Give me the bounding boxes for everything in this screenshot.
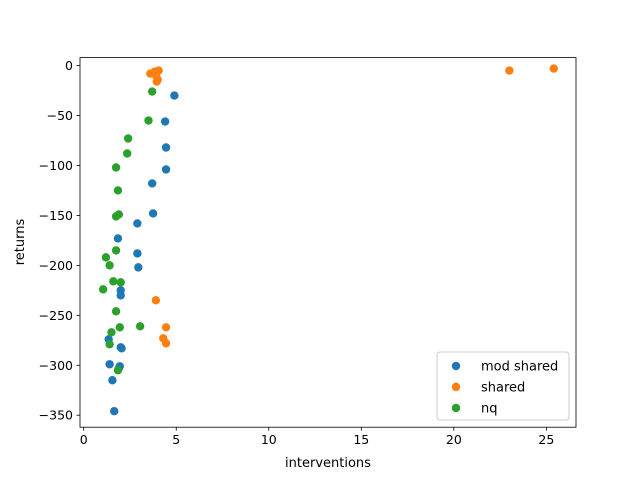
point-mod-shared xyxy=(160,117,170,126)
point-mod-shared xyxy=(161,143,171,152)
point-nq xyxy=(111,163,121,172)
x-axis-label: interventions xyxy=(285,456,371,471)
point-nq xyxy=(105,261,114,270)
point-nq xyxy=(135,322,145,331)
x-tick-label: 20 xyxy=(446,432,462,447)
point-mod-shared xyxy=(148,209,158,218)
point-nq xyxy=(115,323,124,332)
point-nq xyxy=(111,307,121,316)
x-tick-label: 0 xyxy=(80,432,88,447)
y-axis-label: returns xyxy=(13,219,28,266)
legend: mod shared shared nq xyxy=(436,351,570,421)
point-nq xyxy=(144,116,153,125)
point-shared xyxy=(151,296,161,305)
point-mod-shared xyxy=(133,249,142,258)
point-mod-shared xyxy=(116,291,125,300)
legend-marker-nq xyxy=(451,403,461,413)
point-shared xyxy=(549,64,558,73)
y-tick-label: −350 xyxy=(39,408,73,423)
y-tick-label: −300 xyxy=(39,358,73,373)
legend-items: mod shared shared nq xyxy=(451,360,558,417)
x-tick-label: 15 xyxy=(353,432,369,447)
legend-box xyxy=(436,351,570,421)
point-nq xyxy=(101,253,111,262)
plot-frame xyxy=(79,57,577,428)
point-mod-shared xyxy=(133,219,142,228)
point-nq xyxy=(105,340,114,349)
point-shared xyxy=(505,66,514,75)
point-shared xyxy=(152,77,162,86)
point-nq xyxy=(147,87,157,96)
y-tick-label: −250 xyxy=(39,308,73,323)
x-tick-label: 25 xyxy=(538,432,554,447)
x-axis-ticks: 0 5 10 15 20 25 xyxy=(80,427,554,447)
point-nq xyxy=(98,285,108,294)
point-mod-shared xyxy=(108,376,117,385)
point-nq xyxy=(116,278,125,287)
y-tick-label: −150 xyxy=(39,208,73,223)
data-points xyxy=(98,64,558,416)
point-nq xyxy=(111,212,121,221)
legend-label-shared: shared xyxy=(481,381,525,396)
y-tick-label: −100 xyxy=(39,158,73,173)
point-shared xyxy=(154,66,163,75)
legend-label-nq: nq xyxy=(481,402,498,417)
point-nq xyxy=(109,277,118,286)
legend-label-mod-shared: mod shared xyxy=(481,360,558,375)
y-axis-ticks: 0 −50 −100 −150 −200 −250 −300 −350 xyxy=(39,58,80,423)
y-tick-label: −50 xyxy=(47,108,73,123)
legend-marker-mod-shared xyxy=(451,361,461,371)
point-mod-shared xyxy=(117,344,126,353)
point-shared xyxy=(161,323,171,332)
point-mod-shared xyxy=(113,234,123,243)
point-mod-shared xyxy=(147,179,157,188)
point-nq xyxy=(123,134,133,143)
x-tick-label: 5 xyxy=(172,432,180,447)
point-mod-shared xyxy=(110,407,119,416)
point-nq xyxy=(113,366,123,375)
point-mod-shared xyxy=(170,91,179,100)
point-shared xyxy=(161,339,171,348)
y-tick-label: −200 xyxy=(39,258,73,273)
point-mod-shared xyxy=(105,360,114,369)
point-nq xyxy=(111,246,121,255)
point-nq xyxy=(107,328,116,337)
legend-marker-shared xyxy=(451,382,461,392)
point-mod-shared xyxy=(161,165,171,174)
point-nq xyxy=(113,186,123,195)
point-nq xyxy=(122,149,132,158)
y-tick-label: 0 xyxy=(65,58,73,73)
point-mod-shared xyxy=(134,263,143,272)
x-tick-label: 10 xyxy=(261,432,277,447)
